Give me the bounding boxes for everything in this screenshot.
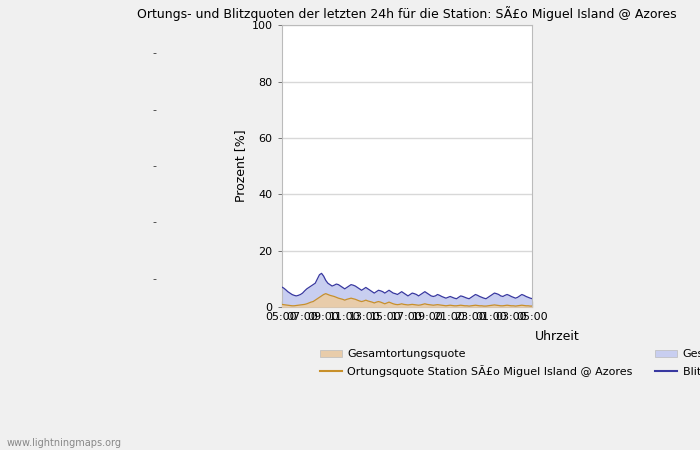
Text: -: -: [152, 48, 156, 58]
Text: -: -: [152, 274, 156, 284]
Title: Ortungs- und Blitzquoten der letzten 24h für die Station: SÃ£o Miguel Island @ A: Ortungs- und Blitzquoten der letzten 24h…: [137, 6, 677, 21]
Text: www.lightningmaps.org: www.lightningmaps.org: [7, 438, 122, 448]
Legend: Gesamtortungsquote, Ortungsquote Station SÃ£o Miguel Island @ Azores, Gesamtblit: Gesamtortungsquote, Ortungsquote Station…: [320, 349, 700, 377]
Text: -: -: [152, 218, 156, 228]
Text: -: -: [152, 161, 156, 171]
Text: -: -: [152, 105, 156, 115]
Y-axis label: Prozent [%]: Prozent [%]: [234, 130, 247, 202]
Text: Uhrzeit: Uhrzeit: [535, 330, 580, 343]
